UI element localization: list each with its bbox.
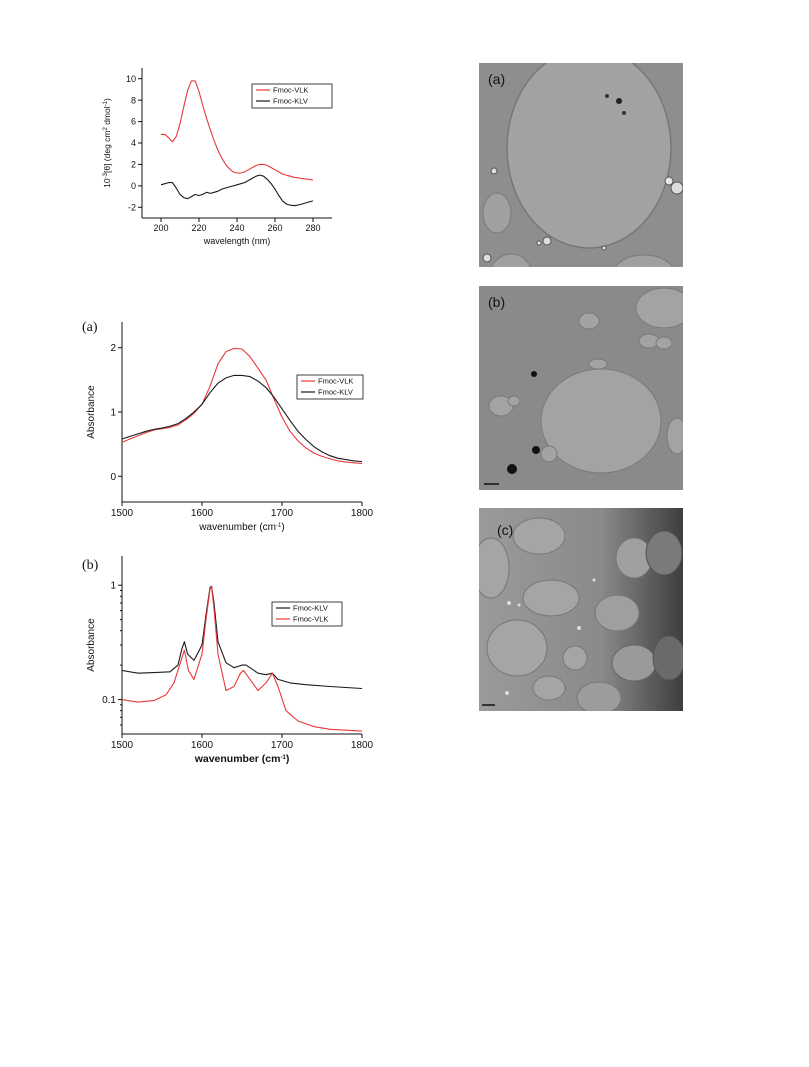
series-line-fmoc-vlk <box>121 347 363 464</box>
legend-box <box>271 601 343 627</box>
x-axis-label: wavenumber (cm-1) <box>198 522 284 533</box>
x-tick-label: 260 <box>267 223 282 233</box>
legend-label: Fmoc-KLV <box>273 97 308 106</box>
y-tick-label: 2 <box>131 160 136 170</box>
x-tick-label: 220 <box>191 223 206 233</box>
x-tick-label: 1800 <box>351 508 374 519</box>
x-tick-label: 200 <box>153 223 168 233</box>
legend-box <box>296 374 364 400</box>
y-tick-label: 10 <box>126 74 136 84</box>
x-axis-label: wavenumber (cm-1) <box>194 753 290 765</box>
y-axis-label: Absorbance <box>86 618 97 672</box>
legend-label: Fmoc-KLV <box>293 604 328 613</box>
x-tick-label: 1500 <box>111 508 134 519</box>
micrograph-c-image <box>479 508 683 711</box>
y-tick-label: 8 <box>131 95 136 105</box>
micrograph-c-label: (c) <box>497 522 514 538</box>
micrograph-a-label: (a) <box>488 71 506 87</box>
legend-label: Fmoc-VLK <box>293 615 328 624</box>
ftir-a-chart: 1500 1600 1700 1800 0 1 2 wavenumber (cm-1) Abso… <box>82 318 374 542</box>
x-tick-label: 1600 <box>191 740 214 751</box>
ftir-b-chart: 1500 1600 1700 1800 0.1 1 wavenumber (cm-1) Abs… <box>82 552 374 774</box>
legend-label: Fmoc-KLV <box>318 388 353 397</box>
micrograph-b-label: (b) <box>488 294 506 310</box>
micrograph-a-image <box>479 63 683 267</box>
x-tick-label: 1700 <box>271 740 294 751</box>
x-tick-label: 1700 <box>271 508 294 519</box>
micrograph-b-image <box>479 286 683 490</box>
y-tick-label: 2 <box>110 343 116 354</box>
cd-spectrum-plot: 200 220 240 260 280 -2 0 2 4 6 8 10 wavelength (nm) 1… <box>102 68 333 246</box>
y-tick-label: 0 <box>131 181 136 191</box>
series-line-fmoc-vlk <box>121 586 363 732</box>
legend-label: Fmoc-VLK <box>273 86 308 95</box>
y-tick-label: 4 <box>131 138 136 148</box>
y-tick-label: 1 <box>110 581 116 592</box>
x-tick-label: 280 <box>305 223 320 233</box>
series-line-fmoc-vlk <box>161 80 314 181</box>
x-tick-label: 1600 <box>191 508 214 519</box>
legend-box <box>251 83 333 109</box>
legend-label: Fmoc-VLK <box>318 377 353 386</box>
y-tick-label: 1 <box>110 408 116 419</box>
series-line-fmoc-klv <box>121 374 363 463</box>
x-tick-label: 1800 <box>351 740 374 751</box>
micrograph-a: (a) <box>479 63 683 267</box>
ftir-panel-a-label: (a) <box>82 320 98 335</box>
x-tick-label: 240 <box>229 223 244 233</box>
y-tick-label: 0.1 <box>102 695 116 706</box>
series-line-fmoc-klv <box>160 174 314 207</box>
y-tick-label: 0 <box>110 472 116 483</box>
y-tick-label: 6 <box>131 117 136 127</box>
y-axis-label: 10-3[θ] (deg cm2 dmol-1) <box>102 98 112 188</box>
cd-spectrum-chart: 200 220 240 260 280 -2 0 2 4 6 8 10 wavelength (nm) 1… <box>100 62 340 258</box>
x-axis-label: wavelength (nm) <box>203 236 271 246</box>
ftir-a-plot: 1500 1600 1700 1800 0 1 2 wavenumber (cm-1) Abso… <box>86 322 374 533</box>
series-line-fmoc-klv <box>121 585 363 690</box>
ftir-panel-b-label: (b) <box>82 558 99 573</box>
x-tick-label: 1500 <box>111 740 134 751</box>
micrograph-c: (c) <box>479 508 683 711</box>
y-axis-label: Absorbance <box>86 385 97 439</box>
y-tick-label: -2 <box>128 202 136 212</box>
micrograph-b: (b) <box>479 286 683 490</box>
ftir-b-plot: 1500 1600 1700 1800 0.1 1 wavenumber (cm-1) Abs… <box>86 556 374 765</box>
